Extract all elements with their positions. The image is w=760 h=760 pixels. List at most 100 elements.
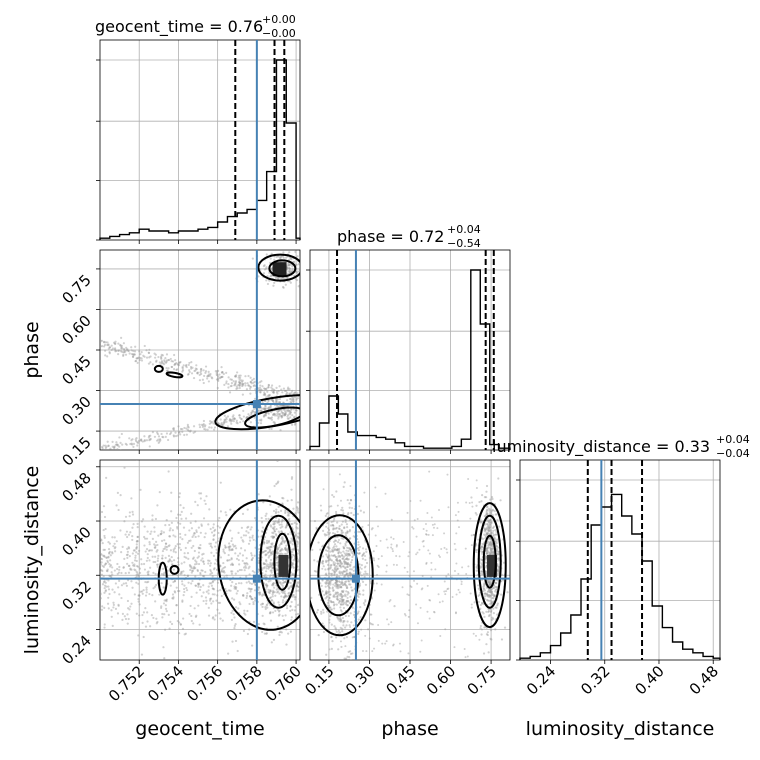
sample-point bbox=[230, 570, 233, 573]
sample-point bbox=[333, 547, 337, 551]
sample-point bbox=[261, 401, 264, 404]
sample-point bbox=[375, 582, 378, 585]
sample-point bbox=[267, 394, 270, 397]
sample-point bbox=[180, 572, 183, 575]
sample-point bbox=[270, 268, 273, 271]
sample-point bbox=[489, 629, 493, 632]
sample-point bbox=[487, 519, 490, 523]
sample-point bbox=[352, 513, 355, 517]
sample-point bbox=[231, 418, 234, 421]
sample-point bbox=[331, 569, 334, 572]
sample-point bbox=[292, 559, 295, 562]
sample-point bbox=[337, 527, 341, 530]
sample-point bbox=[480, 633, 483, 636]
sample-point bbox=[406, 511, 409, 514]
sample-point bbox=[290, 423, 294, 426]
sample-point bbox=[349, 659, 353, 660]
sample-point bbox=[360, 628, 363, 631]
sample-point bbox=[124, 617, 128, 621]
sample-point bbox=[140, 558, 143, 561]
sample-point bbox=[157, 355, 160, 359]
sample-point bbox=[395, 563, 398, 566]
sample-point bbox=[257, 591, 260, 595]
sample-point bbox=[269, 558, 273, 562]
sample-point bbox=[225, 513, 228, 517]
sample-point bbox=[240, 526, 243, 529]
sample-point bbox=[495, 606, 498, 609]
sample-point bbox=[145, 588, 148, 591]
sample-point bbox=[489, 579, 492, 582]
sample-point bbox=[295, 584, 298, 588]
sample-point bbox=[167, 358, 171, 362]
sample-point bbox=[217, 519, 220, 522]
sample-point bbox=[344, 674, 346, 676]
sample-point bbox=[130, 580, 133, 583]
sample-point bbox=[392, 644, 395, 647]
sample-point bbox=[341, 557, 345, 560]
sample-point bbox=[126, 553, 129, 556]
sample-point bbox=[263, 407, 266, 410]
sample-point bbox=[483, 527, 486, 530]
sample-point bbox=[103, 584, 107, 587]
sample-point bbox=[491, 509, 494, 512]
sample-point bbox=[173, 611, 176, 615]
sample-point bbox=[107, 607, 110, 610]
sample-point bbox=[292, 553, 295, 556]
sample-point bbox=[302, 411, 304, 413]
sample-point bbox=[126, 547, 129, 550]
sample-point bbox=[361, 557, 364, 560]
sample-point bbox=[170, 510, 173, 513]
sample-point bbox=[248, 602, 251, 606]
sample-point bbox=[160, 605, 163, 608]
contour-small bbox=[153, 364, 164, 373]
sample-point bbox=[271, 611, 275, 614]
sample-point bbox=[201, 569, 204, 572]
sample-point bbox=[412, 570, 415, 573]
sample-point bbox=[252, 384, 255, 388]
sample-point bbox=[100, 573, 104, 576]
sample-point bbox=[200, 367, 203, 371]
sample-point bbox=[284, 511, 287, 515]
sample-point bbox=[334, 555, 338, 559]
sample-point bbox=[247, 374, 250, 378]
sample-point bbox=[336, 591, 339, 594]
sample-point bbox=[270, 389, 273, 392]
sample-point bbox=[207, 523, 210, 526]
sample-point bbox=[332, 540, 336, 543]
sample-point bbox=[135, 575, 138, 579]
sample-point bbox=[140, 439, 143, 442]
sample-point bbox=[298, 270, 300, 273]
sample-point bbox=[167, 554, 171, 557]
sample-point bbox=[341, 600, 344, 603]
sample-point bbox=[453, 542, 456, 545]
sample-point bbox=[198, 623, 201, 626]
sample-point bbox=[222, 566, 225, 570]
sample-point bbox=[290, 397, 293, 401]
sample-point bbox=[341, 630, 344, 633]
sample-point bbox=[172, 550, 175, 553]
sample-point bbox=[237, 607, 240, 610]
sample-point bbox=[290, 600, 293, 604]
sample-point bbox=[336, 580, 339, 583]
sample-point bbox=[335, 558, 338, 561]
sample-point bbox=[202, 419, 206, 423]
sample-point bbox=[142, 635, 145, 639]
sample-point bbox=[108, 592, 111, 596]
sample-point bbox=[490, 531, 493, 534]
sample-point bbox=[260, 535, 263, 538]
sample-point bbox=[274, 533, 278, 536]
sample-point bbox=[500, 638, 504, 641]
sample-point bbox=[276, 277, 279, 280]
sample-point bbox=[186, 574, 190, 577]
sample-point bbox=[327, 547, 330, 550]
sample-point bbox=[484, 528, 487, 531]
sample-point bbox=[287, 514, 290, 517]
sample-point bbox=[326, 584, 329, 587]
sample-point bbox=[281, 519, 284, 522]
sample-point bbox=[416, 551, 419, 554]
sample-point bbox=[281, 591, 284, 594]
sample-point bbox=[329, 606, 332, 609]
sample-point bbox=[274, 510, 278, 513]
sample-point bbox=[364, 570, 367, 573]
sample-point bbox=[443, 532, 446, 535]
